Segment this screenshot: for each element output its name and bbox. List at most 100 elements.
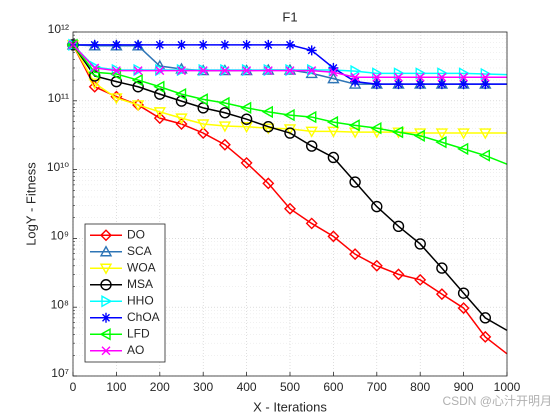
marker: [415, 79, 426, 90]
x-tick-label: 100: [106, 380, 126, 394]
marker: [131, 73, 143, 87]
series: [68, 40, 507, 82]
marker: [175, 95, 188, 107]
marker: [99, 263, 113, 275]
marker: [392, 220, 405, 232]
marker: [240, 113, 253, 125]
series-line: [72, 44, 508, 165]
series-line: [72, 44, 507, 134]
marker: [240, 156, 253, 169]
marker: [326, 115, 339, 129]
marker: [327, 151, 340, 164]
marker: [175, 118, 188, 130]
marker: [131, 100, 145, 112]
marker: [349, 248, 362, 261]
legend-label: MSA: [127, 277, 153, 291]
y-tick-label: 10¹²: [48, 22, 69, 36]
legend: DO SCA WOA MSA HHO ChOA LFD AO: [84, 223, 166, 363]
legend-label: ChOA: [127, 310, 160, 324]
marker: [241, 39, 252, 50]
marker: [350, 64, 362, 78]
x-tick-label: 700: [367, 380, 387, 394]
marker: [197, 119, 210, 131]
marker: [413, 129, 425, 142]
series-line: [72, 44, 508, 332]
marker: [177, 66, 186, 76]
marker: [372, 72, 382, 82]
chart-title: F1: [282, 9, 297, 24]
marker: [328, 62, 339, 73]
marker: [371, 79, 382, 90]
x-tick-label: 1000: [494, 380, 521, 394]
marker: [175, 87, 187, 101]
legend-label: AO: [127, 343, 144, 357]
marker: [436, 262, 448, 274]
marker: [197, 127, 210, 140]
marker: [153, 80, 165, 93]
marker: [220, 66, 230, 76]
marker: [393, 79, 404, 90]
marker: [457, 302, 470, 315]
marker: [261, 105, 273, 119]
marker: [435, 128, 449, 140]
marker: [415, 72, 425, 82]
marker: [328, 67, 338, 77]
marker: [262, 121, 274, 133]
marker: [370, 259, 383, 272]
legend-box: [84, 223, 166, 363]
marker: [155, 66, 165, 76]
marker: [478, 149, 490, 162]
marker: [133, 39, 144, 50]
marker: [262, 177, 275, 190]
marker: [218, 121, 232, 133]
marker: [154, 39, 165, 50]
marker: [132, 81, 144, 93]
marker: [394, 72, 403, 82]
marker: [327, 72, 340, 84]
series: [68, 39, 507, 90]
marker: [219, 39, 230, 50]
legend-label: SCA: [127, 244, 152, 258]
series: [67, 38, 508, 355]
marker: [305, 110, 317, 124]
marker: [437, 72, 447, 82]
marker: [88, 66, 100, 79]
marker: [111, 66, 121, 76]
marker: [414, 273, 427, 286]
marker: [459, 72, 469, 82]
marker: [153, 107, 166, 119]
marker: [414, 128, 427, 140]
x-tick-label: 0: [70, 380, 77, 394]
marker: [480, 79, 491, 90]
legend-label: WOA: [127, 260, 156, 274]
marker: [100, 229, 112, 242]
marker: [101, 346, 111, 356]
y-tick-label: 10⁸: [51, 297, 69, 311]
marker: [90, 63, 100, 73]
marker: [198, 66, 208, 76]
marker: [263, 66, 273, 76]
marker: [327, 230, 340, 243]
x-axis-title: X - Iterations: [253, 399, 327, 414]
marker: [101, 312, 111, 323]
marker: [305, 217, 318, 230]
x-tick-label: 800: [410, 380, 430, 394]
marker: [479, 330, 492, 343]
marker: [435, 288, 448, 301]
marker: [110, 93, 123, 105]
marker: [457, 128, 470, 140]
marker: [327, 126, 340, 138]
watermark: CSDN @心汁开明月: [442, 394, 552, 408]
marker: [479, 128, 492, 140]
marker: [101, 295, 113, 308]
y-tick-label: 10¹⁰: [47, 160, 69, 174]
marker: [133, 66, 143, 76]
marker: [392, 268, 405, 281]
marker: [306, 45, 317, 56]
marker: [435, 136, 447, 149]
marker: [218, 138, 231, 151]
marker: [242, 66, 252, 76]
marker: [458, 79, 469, 90]
marker: [371, 200, 383, 213]
